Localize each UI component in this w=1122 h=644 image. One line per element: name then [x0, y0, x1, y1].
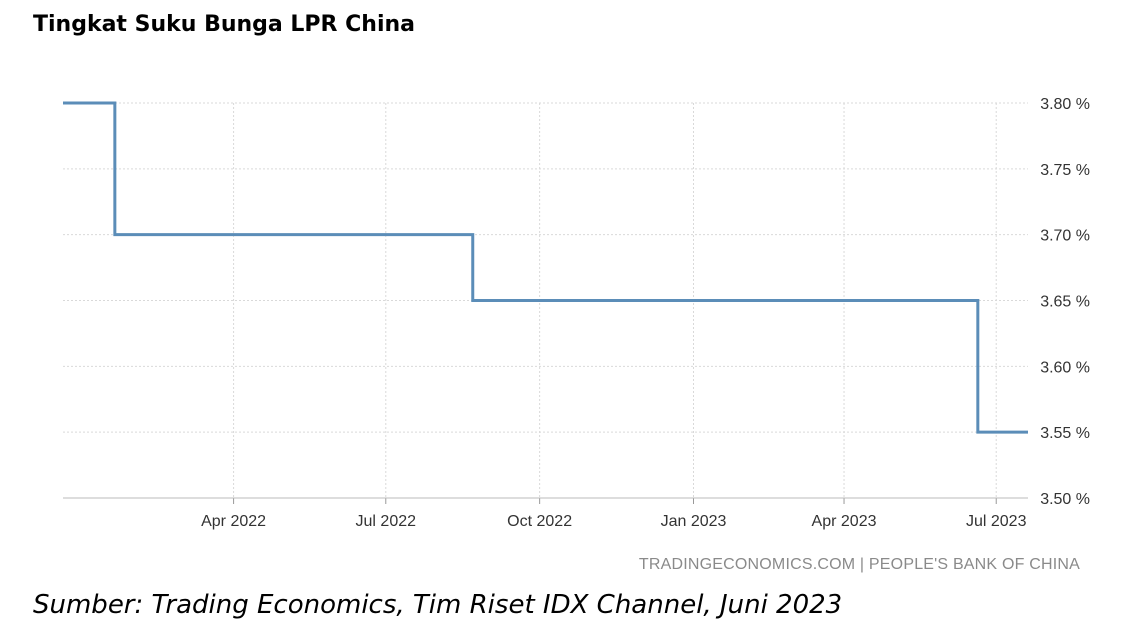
x-tick-label: Apr 2022	[201, 513, 266, 530]
y-tick-label: 3.75 %	[1040, 162, 1090, 179]
y-tick-label: 3.60 %	[1040, 359, 1090, 376]
y-axis-ticks: 3.80 % 3.75 % 3.70 % 3.65 % 3.60 % 3.55 % 3.50…	[1040, 96, 1090, 508]
source-attribution: TRADINGECONOMICS.COM | PEOPLE'S BANK OF …	[638, 556, 1080, 573]
y-tick-label: 3.50 %	[1040, 491, 1090, 508]
caption: Sumber: Trading Economics, Tim Riset IDX…	[33, 590, 843, 620]
x-axis-ticks: Apr 2022 Jul 2022 Oct 2022 Jan 2023 Apr 2023…	[201, 498, 1027, 530]
y-tick-label: 3.65 %	[1040, 294, 1090, 311]
x-tick-label: Jul 2022	[356, 513, 417, 530]
y-tick-label: 3.80 %	[1040, 96, 1090, 113]
x-tick-label: Apr 2023	[812, 513, 877, 530]
chart-title: Tingkat Suku Bunga LPR China	[33, 12, 416, 37]
x-tick-label: Oct 2022	[507, 513, 572, 530]
y-tick-label: 3.55 %	[1040, 425, 1090, 442]
x-tick-label: Jan 2023	[661, 513, 727, 530]
y-tick-label: 3.70 %	[1040, 228, 1090, 245]
x-tick-label: Jul 2023	[966, 513, 1027, 530]
series-line	[63, 101, 1028, 434]
